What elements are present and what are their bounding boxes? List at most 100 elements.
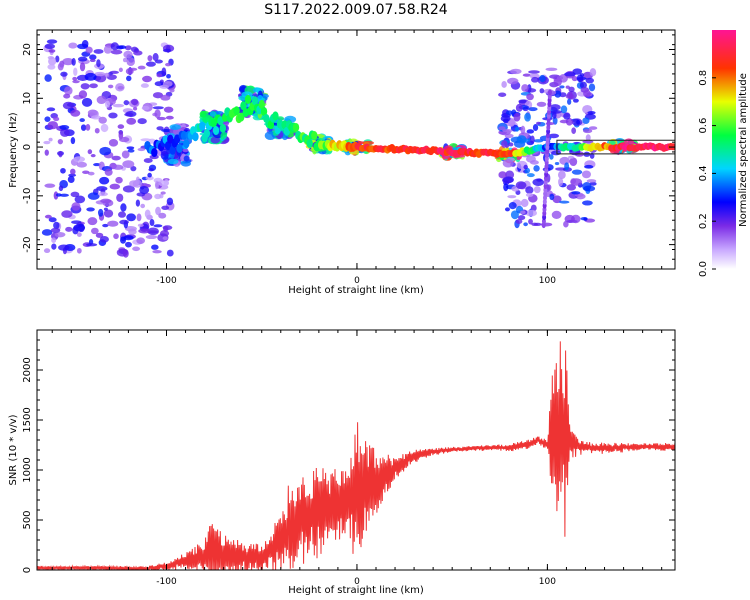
- spectrogram-blob: [502, 158, 514, 168]
- colorbar-tick-label: 0.0: [698, 261, 709, 277]
- spectrogram-blob: [44, 183, 56, 188]
- colorbar-tick-label: 0.8: [698, 70, 709, 86]
- spectrogram-blob: [528, 70, 540, 74]
- spectrogram-blob: [498, 171, 507, 179]
- spectrogram-blob: [514, 126, 520, 132]
- spectrogram-blob: [508, 142, 514, 147]
- spectrogram-blob: [53, 116, 60, 122]
- spectrogram-blob: [107, 220, 119, 227]
- spectrogram-blob: [581, 170, 591, 179]
- spectrogram-blob: [564, 71, 576, 77]
- snr-xtick-label: -100: [156, 577, 177, 587]
- spectrogram-blob: [60, 128, 70, 137]
- spectrogram-ridge-point: [237, 112, 245, 122]
- spectrogram-blob: [513, 112, 521, 122]
- spectrogram-blob: [113, 233, 119, 240]
- spectrogram-ridge-point: [176, 143, 183, 153]
- spectrogram-blob: [508, 118, 515, 127]
- spectrogram-blob: [84, 72, 97, 81]
- spectrogram-blob: [559, 85, 565, 89]
- spectrogram-ridge-point: [219, 123, 227, 133]
- spectrogram-ridge-point: [240, 101, 247, 111]
- spectrogram-blob: [548, 133, 560, 139]
- spectrogram-blob: [156, 73, 163, 78]
- spectrogram-blob: [118, 67, 123, 73]
- spectrogram-blob: [156, 116, 167, 121]
- spectrogram-blob: [112, 164, 124, 170]
- spectrogram-blob: [130, 98, 139, 106]
- spectrogram-blob: [568, 91, 573, 100]
- spectrogram-blob: [569, 157, 578, 166]
- spectrogram-blob: [572, 98, 579, 103]
- spectrogram-blob: [532, 123, 539, 132]
- spectrogram-blob: [579, 81, 587, 89]
- spectrogram-blob: [126, 57, 135, 67]
- spectrogram-blob: [576, 74, 584, 83]
- spectrogram-blob: [568, 86, 575, 93]
- spectrogram-blob: [58, 150, 63, 158]
- spectrogram-blob: [149, 219, 155, 227]
- spectrogram-blob: [199, 110, 207, 118]
- spectrogram-blob: [169, 88, 175, 93]
- spectrogram-blob: [68, 42, 78, 49]
- spectrogram-blob: [504, 207, 510, 212]
- spectrogram-ridge-point: [311, 130, 318, 140]
- spectrogram-blob: [523, 222, 528, 227]
- spectrogram-blob: [525, 186, 534, 194]
- spectrogram-blob: [109, 183, 121, 190]
- spectrogram-blob: [41, 229, 53, 236]
- spectrogram-blob: [53, 191, 59, 200]
- spectrogram-ridge-point: [251, 96, 259, 106]
- spectrogram-blob: [73, 156, 85, 163]
- spectrogram-blob: [565, 117, 573, 126]
- spectrogram-blob: [44, 149, 49, 156]
- spectrogram-blob: [165, 115, 174, 120]
- spectrogram-blob: [78, 90, 88, 99]
- spectrogram-blob: [125, 68, 134, 75]
- spectrogram-blob: [161, 67, 167, 77]
- spectrogram-blob: [160, 191, 166, 195]
- spectrogram-blob: [508, 202, 517, 210]
- spectrogram-blob: [536, 101, 547, 107]
- spectrogram-blob: [87, 217, 98, 226]
- colorbar-ticks: 0.0 0.2 0.4 0.6 0.8: [698, 70, 716, 277]
- spectrogram-blob: [68, 173, 77, 177]
- snr-ytick-label: 0: [22, 567, 33, 573]
- spectrogram-blob: [160, 148, 173, 155]
- spectrogram-blob: [503, 183, 509, 192]
- spectrogram-blob: [145, 175, 154, 181]
- spectrogram-blob: [77, 56, 88, 62]
- spectrogram-blob: [119, 219, 129, 225]
- spectrogram-blob: [51, 237, 57, 243]
- spectrogram-blob: [549, 154, 554, 160]
- spectrogram-blob: [143, 158, 153, 164]
- spectrogram-ridge-point: [272, 111, 279, 121]
- spectrogram-blob: [531, 222, 538, 227]
- spectrogram-blob: [123, 100, 130, 106]
- snr-xlabel: Height of straight line (km): [288, 585, 424, 596]
- spectrogram-ridge-point: [203, 128, 211, 138]
- spectrogram-blob: [210, 136, 221, 144]
- spectrogram-blob: [90, 115, 102, 120]
- spectrogram-blob: [587, 111, 596, 115]
- spectrogram-blob: [137, 147, 146, 152]
- spectrogram-blob: [589, 68, 597, 77]
- spectrogram-blob: [80, 83, 90, 90]
- spectrogram-blob: [502, 128, 513, 133]
- spectrogram-blob: [76, 161, 88, 168]
- colorbar: 0.0 0.2 0.4 0.6 0.8 Normalized spectral ampl…: [698, 30, 749, 277]
- spectrogram-blob: [567, 155, 575, 159]
- spectrogram-blob: [582, 117, 590, 124]
- spectrogram-ridge-point: [306, 139, 313, 149]
- spectrogram-blob: [501, 81, 507, 88]
- spectrogram-ylabel: Frequency (Hz): [8, 112, 19, 188]
- spectrogram-blob: [110, 49, 123, 55]
- spectrogram-blob: [531, 76, 539, 83]
- spectrogram-blob: [97, 208, 104, 217]
- spectrogram-blob: [583, 217, 588, 221]
- spectrogram-xlabel: Height of straight line (km): [288, 285, 424, 296]
- spectrogram-blob: [564, 214, 575, 224]
- spectrogram-blob: [89, 54, 97, 60]
- spectrogram-blob: [125, 241, 132, 248]
